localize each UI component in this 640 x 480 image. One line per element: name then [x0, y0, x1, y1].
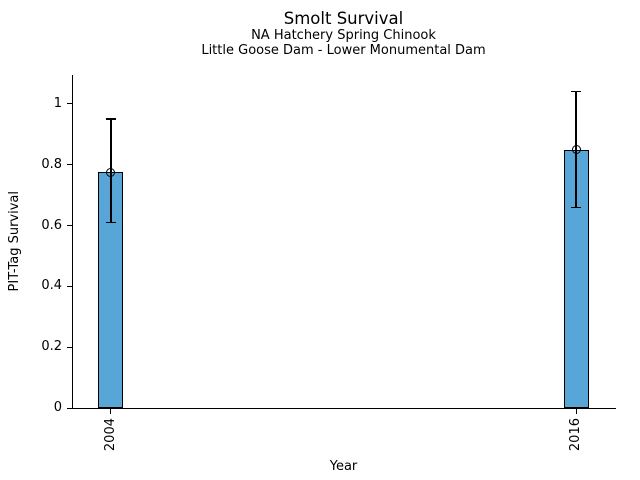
- y-axis-tick: [67, 164, 72, 166]
- y-axis-tick: [67, 225, 72, 227]
- y-axis-tick-label: 0.8: [41, 156, 62, 172]
- error-cap-top-2016: [571, 90, 582, 93]
- x-axis-label: Year: [329, 459, 358, 474]
- y-axis-tick: [67, 407, 72, 409]
- x-axis-tick: [110, 409, 112, 414]
- y-axis-tick-label: 0.4: [41, 278, 62, 294]
- x-axis-tick-label-2016: 2016: [568, 418, 584, 452]
- y-axis-tick-label: 0.2: [41, 339, 62, 355]
- point-marker-2016: [571, 145, 581, 154]
- chart-subtitle-line1: NA Hatchery Spring Chinook: [251, 28, 436, 43]
- x-axis-tick: [575, 409, 577, 414]
- y-axis-tick-label: 0: [53, 400, 62, 415]
- y-axis-label: PIT-Tag Survival: [7, 191, 22, 292]
- error-cap-bottom-2004: [105, 221, 116, 224]
- title-block: Smolt Survival NA Hatchery Spring Chinoo…: [72, 9, 615, 58]
- y-axis-tick-label: 1: [53, 95, 62, 111]
- point-marker-2004: [106, 167, 116, 177]
- y-axis-tick: [67, 346, 72, 348]
- error-cap-bottom-2016: [571, 206, 582, 209]
- chart-title: Smolt Survival: [283, 9, 404, 28]
- error-cap-top-2004: [105, 118, 116, 120]
- y-axis-tick: [67, 103, 72, 105]
- y-axis-tick: [67, 285, 72, 287]
- x-axis-tick-label-2004: 2004: [102, 418, 118, 452]
- chart-subtitle-line2: Little Goose Dam - Lower Monumental Dam: [201, 42, 486, 58]
- plot-area: [72, 75, 616, 409]
- y-axis-label-wrap: PIT-Tag Survival: [0, 75, 30, 408]
- y-axis-tick-label: 0.6: [41, 217, 62, 233]
